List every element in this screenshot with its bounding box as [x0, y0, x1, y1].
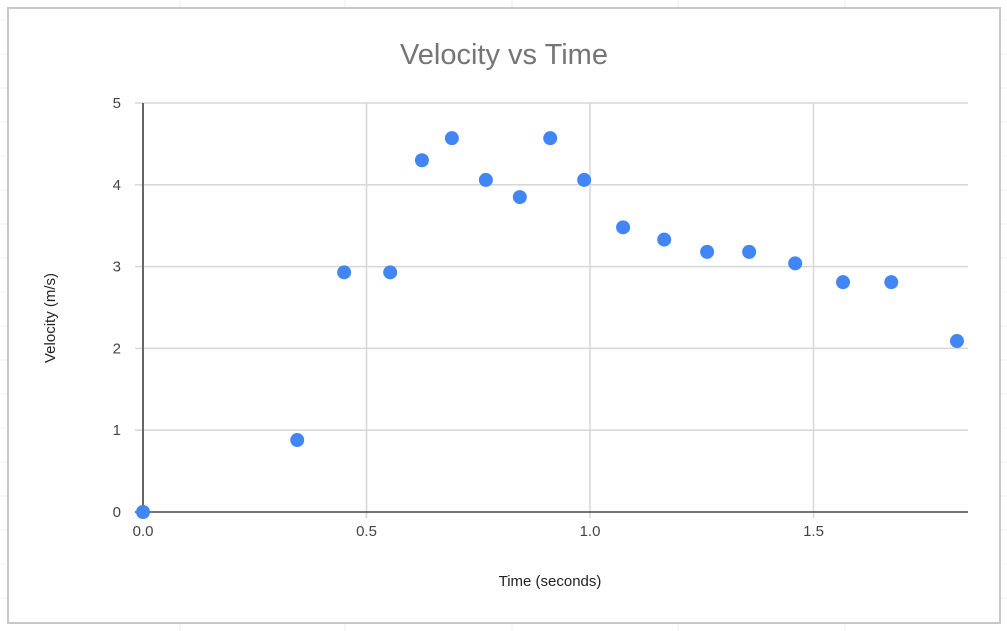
- x-axis-ticks: 0.0 0.5 1.0 1.5: [133, 523, 824, 540]
- y-tick-label: 2: [113, 340, 121, 357]
- data-point: [884, 275, 899, 290]
- data-point: [742, 244, 757, 259]
- y-tick-label: 1: [113, 422, 121, 439]
- data-point: [543, 131, 558, 146]
- data-point: [949, 334, 964, 349]
- data-point: [700, 244, 715, 259]
- data-point: [512, 190, 527, 205]
- data-point: [577, 172, 592, 187]
- data-points: [136, 131, 964, 519]
- y-tick-label: 3: [113, 259, 121, 276]
- data-point: [290, 433, 305, 448]
- x-tick-label: 0.5: [356, 523, 377, 540]
- data-point: [414, 153, 429, 168]
- x-tick-label: 0.0: [133, 523, 154, 540]
- data-point: [657, 232, 672, 247]
- data-point: [444, 131, 459, 146]
- y-tick-label: 4: [113, 177, 121, 194]
- data-point: [337, 265, 352, 280]
- x-axis-label: Time (seconds): [499, 573, 602, 590]
- x-tick-label: 1.5: [803, 523, 824, 540]
- data-point: [788, 256, 803, 271]
- y-tick-label: 0: [113, 504, 121, 521]
- data-point: [136, 505, 150, 519]
- data-point: [616, 220, 631, 235]
- x-tick-label: 1.0: [580, 523, 601, 540]
- plot-gridlines: [135, 102, 968, 518]
- data-point: [383, 265, 398, 280]
- y-axis-label: Velocity (m/s): [42, 273, 59, 363]
- chart-title: Velocity vs Time: [400, 39, 608, 71]
- y-axis-ticks: 0 1 2 3 4 5: [113, 95, 121, 521]
- y-tick-label: 5: [113, 95, 121, 112]
- chart-frame[interactable]: [7, 7, 1001, 624]
- data-point: [836, 275, 851, 290]
- data-point: [478, 172, 493, 187]
